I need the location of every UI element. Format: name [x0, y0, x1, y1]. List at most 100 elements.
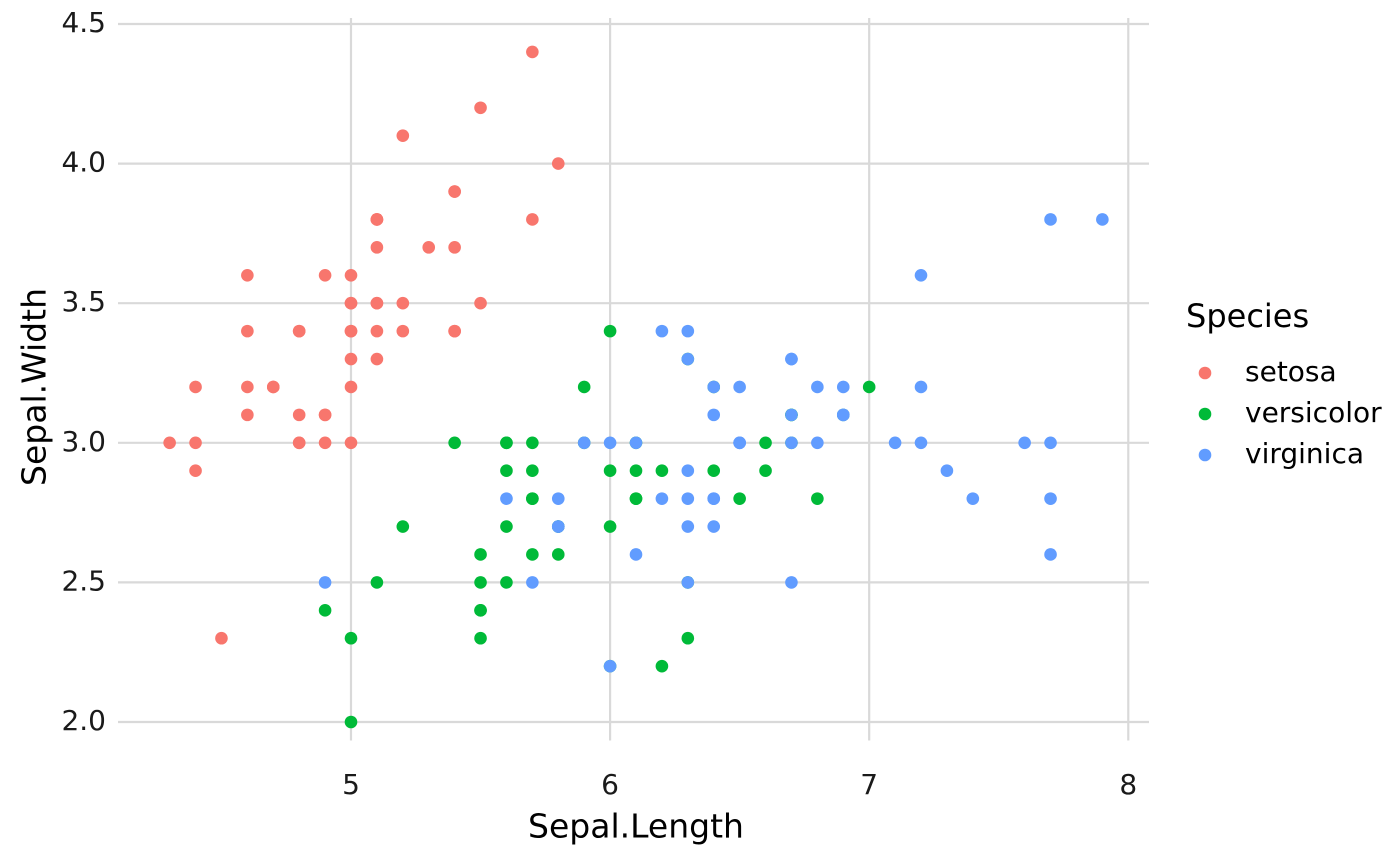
point: [785, 436, 798, 450]
point: [241, 380, 254, 394]
point: [241, 268, 254, 282]
legend-label: virginica: [1245, 437, 1364, 470]
point: [526, 464, 539, 478]
point: [759, 464, 772, 478]
point: [629, 548, 643, 561]
point: [500, 576, 513, 589]
point: [344, 631, 358, 645]
x-tick-label: 7: [860, 768, 878, 801]
point: [474, 576, 487, 589]
point: [1044, 492, 1057, 505]
point: [241, 324, 254, 338]
y-tick-label: 3.5: [61, 285, 106, 318]
point: [681, 576, 695, 589]
point: [344, 296, 358, 310]
point: [733, 492, 746, 505]
point: [785, 352, 798, 366]
point: [370, 576, 384, 589]
point: [603, 659, 617, 673]
point: [318, 268, 332, 282]
point: [500, 436, 513, 450]
point: [396, 520, 410, 533]
point: [526, 213, 539, 226]
point: [966, 492, 980, 505]
y-axis-title: Sepal.Width: [15, 288, 54, 486]
point: [370, 213, 384, 226]
point: [474, 631, 487, 645]
point: [707, 492, 721, 505]
point: [655, 492, 669, 505]
x-axis-title: Sepal.Length: [528, 807, 744, 846]
point: [655, 659, 669, 673]
point: [888, 436, 902, 450]
x-tick-label: 5: [342, 768, 360, 801]
point: [603, 324, 617, 338]
point: [500, 520, 513, 533]
point: [318, 604, 332, 617]
point: [474, 548, 487, 561]
point: [370, 241, 384, 254]
point: [681, 324, 695, 338]
point: [344, 324, 358, 338]
point: [681, 631, 695, 645]
point: [500, 492, 513, 505]
point: [785, 576, 798, 589]
point: [811, 380, 824, 394]
point: [577, 380, 591, 394]
point: [707, 380, 721, 394]
point: [681, 352, 695, 366]
point: [681, 492, 695, 505]
legend-label: versicolor: [1245, 396, 1382, 429]
y-tick-label: 2.0: [61, 704, 106, 737]
point: [241, 408, 254, 422]
point: [318, 436, 332, 450]
point: [1044, 213, 1057, 226]
point: [811, 436, 824, 450]
point: [811, 492, 824, 505]
point: [448, 241, 461, 254]
point: [474, 101, 487, 115]
point: [629, 492, 643, 505]
point: [370, 324, 384, 338]
point: [836, 408, 850, 422]
y-tick-label: 4.5: [61, 6, 106, 39]
point: [551, 492, 565, 505]
point: [733, 380, 746, 394]
point: [681, 520, 695, 533]
point: [422, 241, 436, 254]
point: [370, 352, 384, 366]
point: [577, 436, 591, 450]
point: [448, 324, 461, 338]
legend-marker: [1198, 407, 1212, 421]
point: [655, 464, 669, 478]
point: [448, 436, 461, 450]
legend-label: setosa: [1245, 355, 1337, 388]
point: [1018, 436, 1031, 450]
point: [1096, 213, 1109, 226]
point: [759, 436, 772, 450]
legend-marker: [1198, 366, 1212, 380]
y-tick-label: 2.5: [61, 564, 106, 597]
point: [629, 436, 643, 450]
point: [526, 492, 539, 505]
point: [914, 380, 928, 394]
point: [474, 296, 487, 310]
point: [500, 464, 513, 478]
legend-title: Species: [1186, 297, 1309, 335]
point: [189, 464, 202, 478]
point: [448, 185, 461, 198]
point: [474, 604, 487, 617]
point: [733, 436, 746, 450]
point: [344, 715, 358, 729]
point: [344, 268, 358, 282]
legend-marker: [1198, 448, 1212, 462]
point: [292, 436, 306, 450]
point: [396, 324, 410, 338]
point: [707, 408, 721, 422]
point: [862, 380, 876, 394]
point: [785, 408, 798, 422]
point: [551, 157, 565, 170]
point: [370, 296, 384, 310]
point: [266, 380, 280, 394]
